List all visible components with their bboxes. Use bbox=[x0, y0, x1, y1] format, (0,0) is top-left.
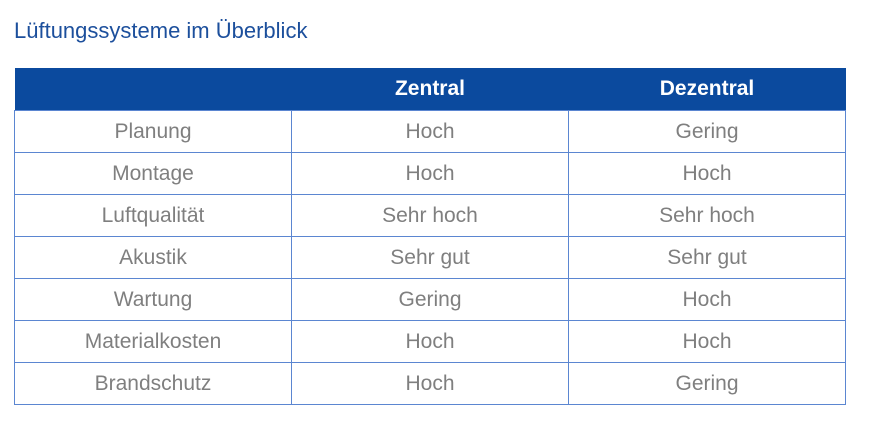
table-row: Wartung Gering Hoch bbox=[14, 278, 846, 321]
zentral-cell: Hoch bbox=[291, 152, 569, 195]
table-row: Brandschutz Hoch Gering bbox=[14, 362, 846, 405]
table-row: Montage Hoch Hoch bbox=[14, 152, 846, 195]
zentral-cell: Sehr gut bbox=[291, 236, 569, 279]
zentral-cell: Sehr hoch bbox=[291, 194, 569, 237]
dezentral-cell: Hoch bbox=[568, 320, 846, 363]
header-dezentral: Dezentral bbox=[568, 68, 846, 111]
row-label: Akustik bbox=[14, 236, 292, 279]
row-label: Planung bbox=[14, 110, 292, 153]
table-row: Planung Hoch Gering bbox=[14, 110, 846, 153]
zentral-cell: Gering bbox=[291, 278, 569, 321]
row-label: Luftqualität bbox=[14, 194, 292, 237]
row-label: Wartung bbox=[14, 278, 292, 321]
row-label: Montage bbox=[14, 152, 292, 195]
page-title: Lüftungssysteme im Überblick bbox=[14, 18, 308, 43]
dezentral-cell: Hoch bbox=[568, 278, 846, 321]
header-zentral: Zentral bbox=[291, 68, 569, 111]
table-row: Materialkosten Hoch Hoch bbox=[14, 320, 846, 363]
comparison-table: Zentral Dezentral Planung Hoch Gering Monta… bbox=[14, 68, 846, 405]
dezentral-cell: Hoch bbox=[568, 152, 846, 195]
dezentral-cell: Gering bbox=[568, 362, 846, 405]
row-label: Materialkosten bbox=[14, 320, 292, 363]
zentral-cell: Hoch bbox=[291, 110, 569, 153]
row-label: Brandschutz bbox=[14, 362, 292, 405]
dezentral-cell: Gering bbox=[568, 110, 846, 153]
zentral-cell: Hoch bbox=[291, 320, 569, 363]
table-row: Luftqualität Sehr hoch Sehr hoch bbox=[14, 194, 846, 237]
dezentral-cell: Sehr gut bbox=[568, 236, 846, 279]
dezentral-cell: Sehr hoch bbox=[568, 194, 846, 237]
header-empty bbox=[14, 68, 292, 111]
table-row: Akustik Sehr gut Sehr gut bbox=[14, 236, 846, 279]
zentral-cell: Hoch bbox=[291, 362, 569, 405]
table-header-row: Zentral Dezentral bbox=[14, 68, 846, 111]
